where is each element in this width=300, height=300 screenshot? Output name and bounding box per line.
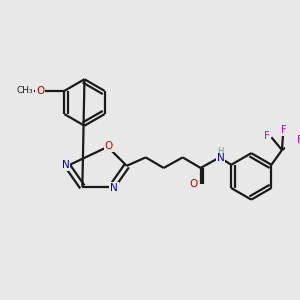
- Text: O: O: [189, 179, 197, 189]
- Text: F: F: [297, 136, 300, 146]
- Text: N: N: [217, 153, 225, 164]
- Text: F: F: [281, 125, 287, 135]
- Text: O: O: [105, 141, 113, 151]
- Text: H: H: [218, 147, 224, 156]
- Text: N: N: [61, 160, 69, 170]
- Text: F: F: [264, 131, 270, 141]
- Text: O: O: [36, 86, 44, 96]
- Text: N: N: [110, 183, 118, 193]
- Text: CH₃: CH₃: [17, 86, 34, 95]
